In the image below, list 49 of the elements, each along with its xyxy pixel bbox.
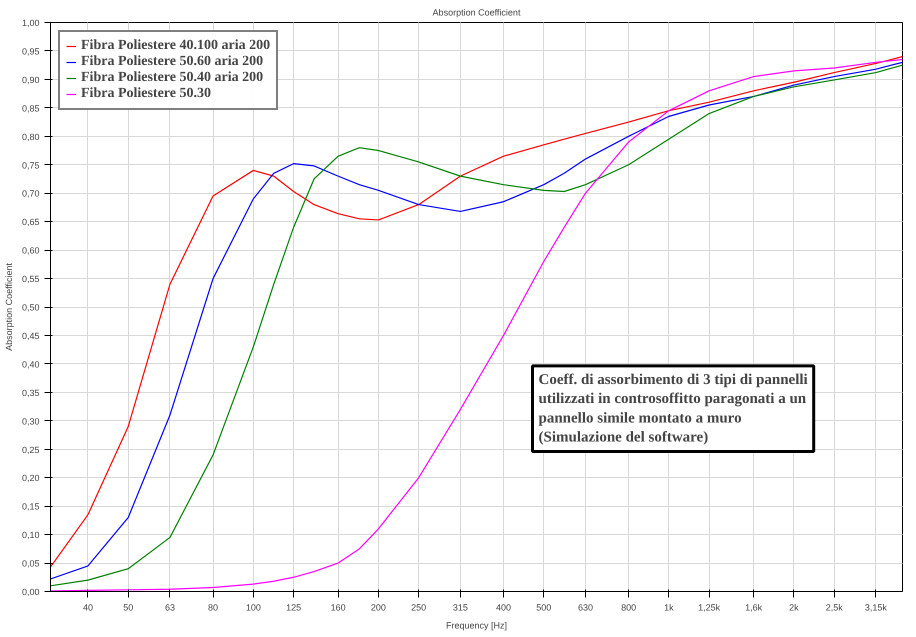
y-tick-label: 0,55: [22, 274, 40, 284]
x-tick-label: 3,15k: [864, 602, 888, 612]
x-tick-label: 50: [123, 602, 134, 612]
x-tick-label: 40: [82, 602, 93, 612]
y-tick-label: 0,20: [22, 473, 40, 484]
x-axis-title: Frequency [Hz]: [446, 620, 508, 630]
y-tick-label: 1,00: [22, 18, 40, 28]
x-tick-label: 315: [452, 602, 468, 612]
y-tick-label: 0,00: [22, 587, 40, 597]
x-tick-label: 1,6k: [745, 602, 763, 612]
legend-label: Fibra Poliestere 50.60 aria 200: [81, 54, 264, 70]
y-axis-title: Absorption Coefficient: [4, 262, 14, 351]
y-tick-label: 0,50: [22, 302, 40, 312]
y-tick-label: 0,60: [22, 246, 40, 256]
x-tick-label: 400: [496, 602, 512, 612]
x-tick-label: 2,5k: [826, 602, 844, 612]
y-tick-label: 0,45: [22, 330, 40, 341]
x-tick-label: 125: [286, 602, 302, 612]
x-tick-label: 630: [578, 602, 593, 612]
y-tick-label: 0,35: [22, 388, 40, 398]
y-tick-label: 0,40: [22, 359, 40, 370]
y-tick-label: 0,70: [22, 188, 40, 199]
y-tick-label: 0,10: [22, 530, 40, 540]
chart-title: Absorption Coefficient: [432, 8, 521, 18]
y-tick-label: 0,95: [22, 46, 40, 56]
x-tick-label: 500: [536, 602, 552, 612]
y-tick-label: 0,05: [22, 558, 40, 569]
legend-label: Fibra Poliestere 50.30: [81, 86, 211, 102]
y-tick-label: 0,80: [22, 132, 40, 142]
x-tick-label: 2k: [789, 602, 800, 612]
y-tick-label: 0,15: [22, 502, 40, 512]
x-tick-label: 80: [208, 602, 218, 612]
x-tick-label: 200: [370, 602, 386, 612]
y-tick-label: 0,90: [22, 74, 40, 85]
legend-label: Fibra Poliestere 40.100 aria 200: [81, 38, 270, 54]
x-tick-label: 100: [246, 602, 261, 612]
x-tick-label: 250: [411, 602, 426, 612]
x-tick-label: 1k: [664, 602, 674, 612]
x-tick-label: 800: [621, 602, 636, 612]
annotation: Coeff. di assorbimento di 3 tipi di pannelli utilizzati in controsoffitto paragonati a un pannello simile montato a muro (Simulazione del software): [538, 372, 808, 446]
y-tick-label: 0,85: [22, 103, 40, 114]
y-tick-label: 0,25: [22, 444, 40, 455]
x-tick-label: 63: [164, 602, 175, 612]
y-tick-label: 0,75: [22, 160, 40, 170]
y-tick-label: 0,30: [22, 416, 40, 426]
y-tick-label: 0,65: [22, 217, 40, 228]
x-tick-label: 1,25k: [698, 602, 721, 612]
x-tick-label: 160: [330, 602, 346, 612]
legend-label: Fibra Poliestere 50.40 aria 200: [81, 70, 264, 86]
